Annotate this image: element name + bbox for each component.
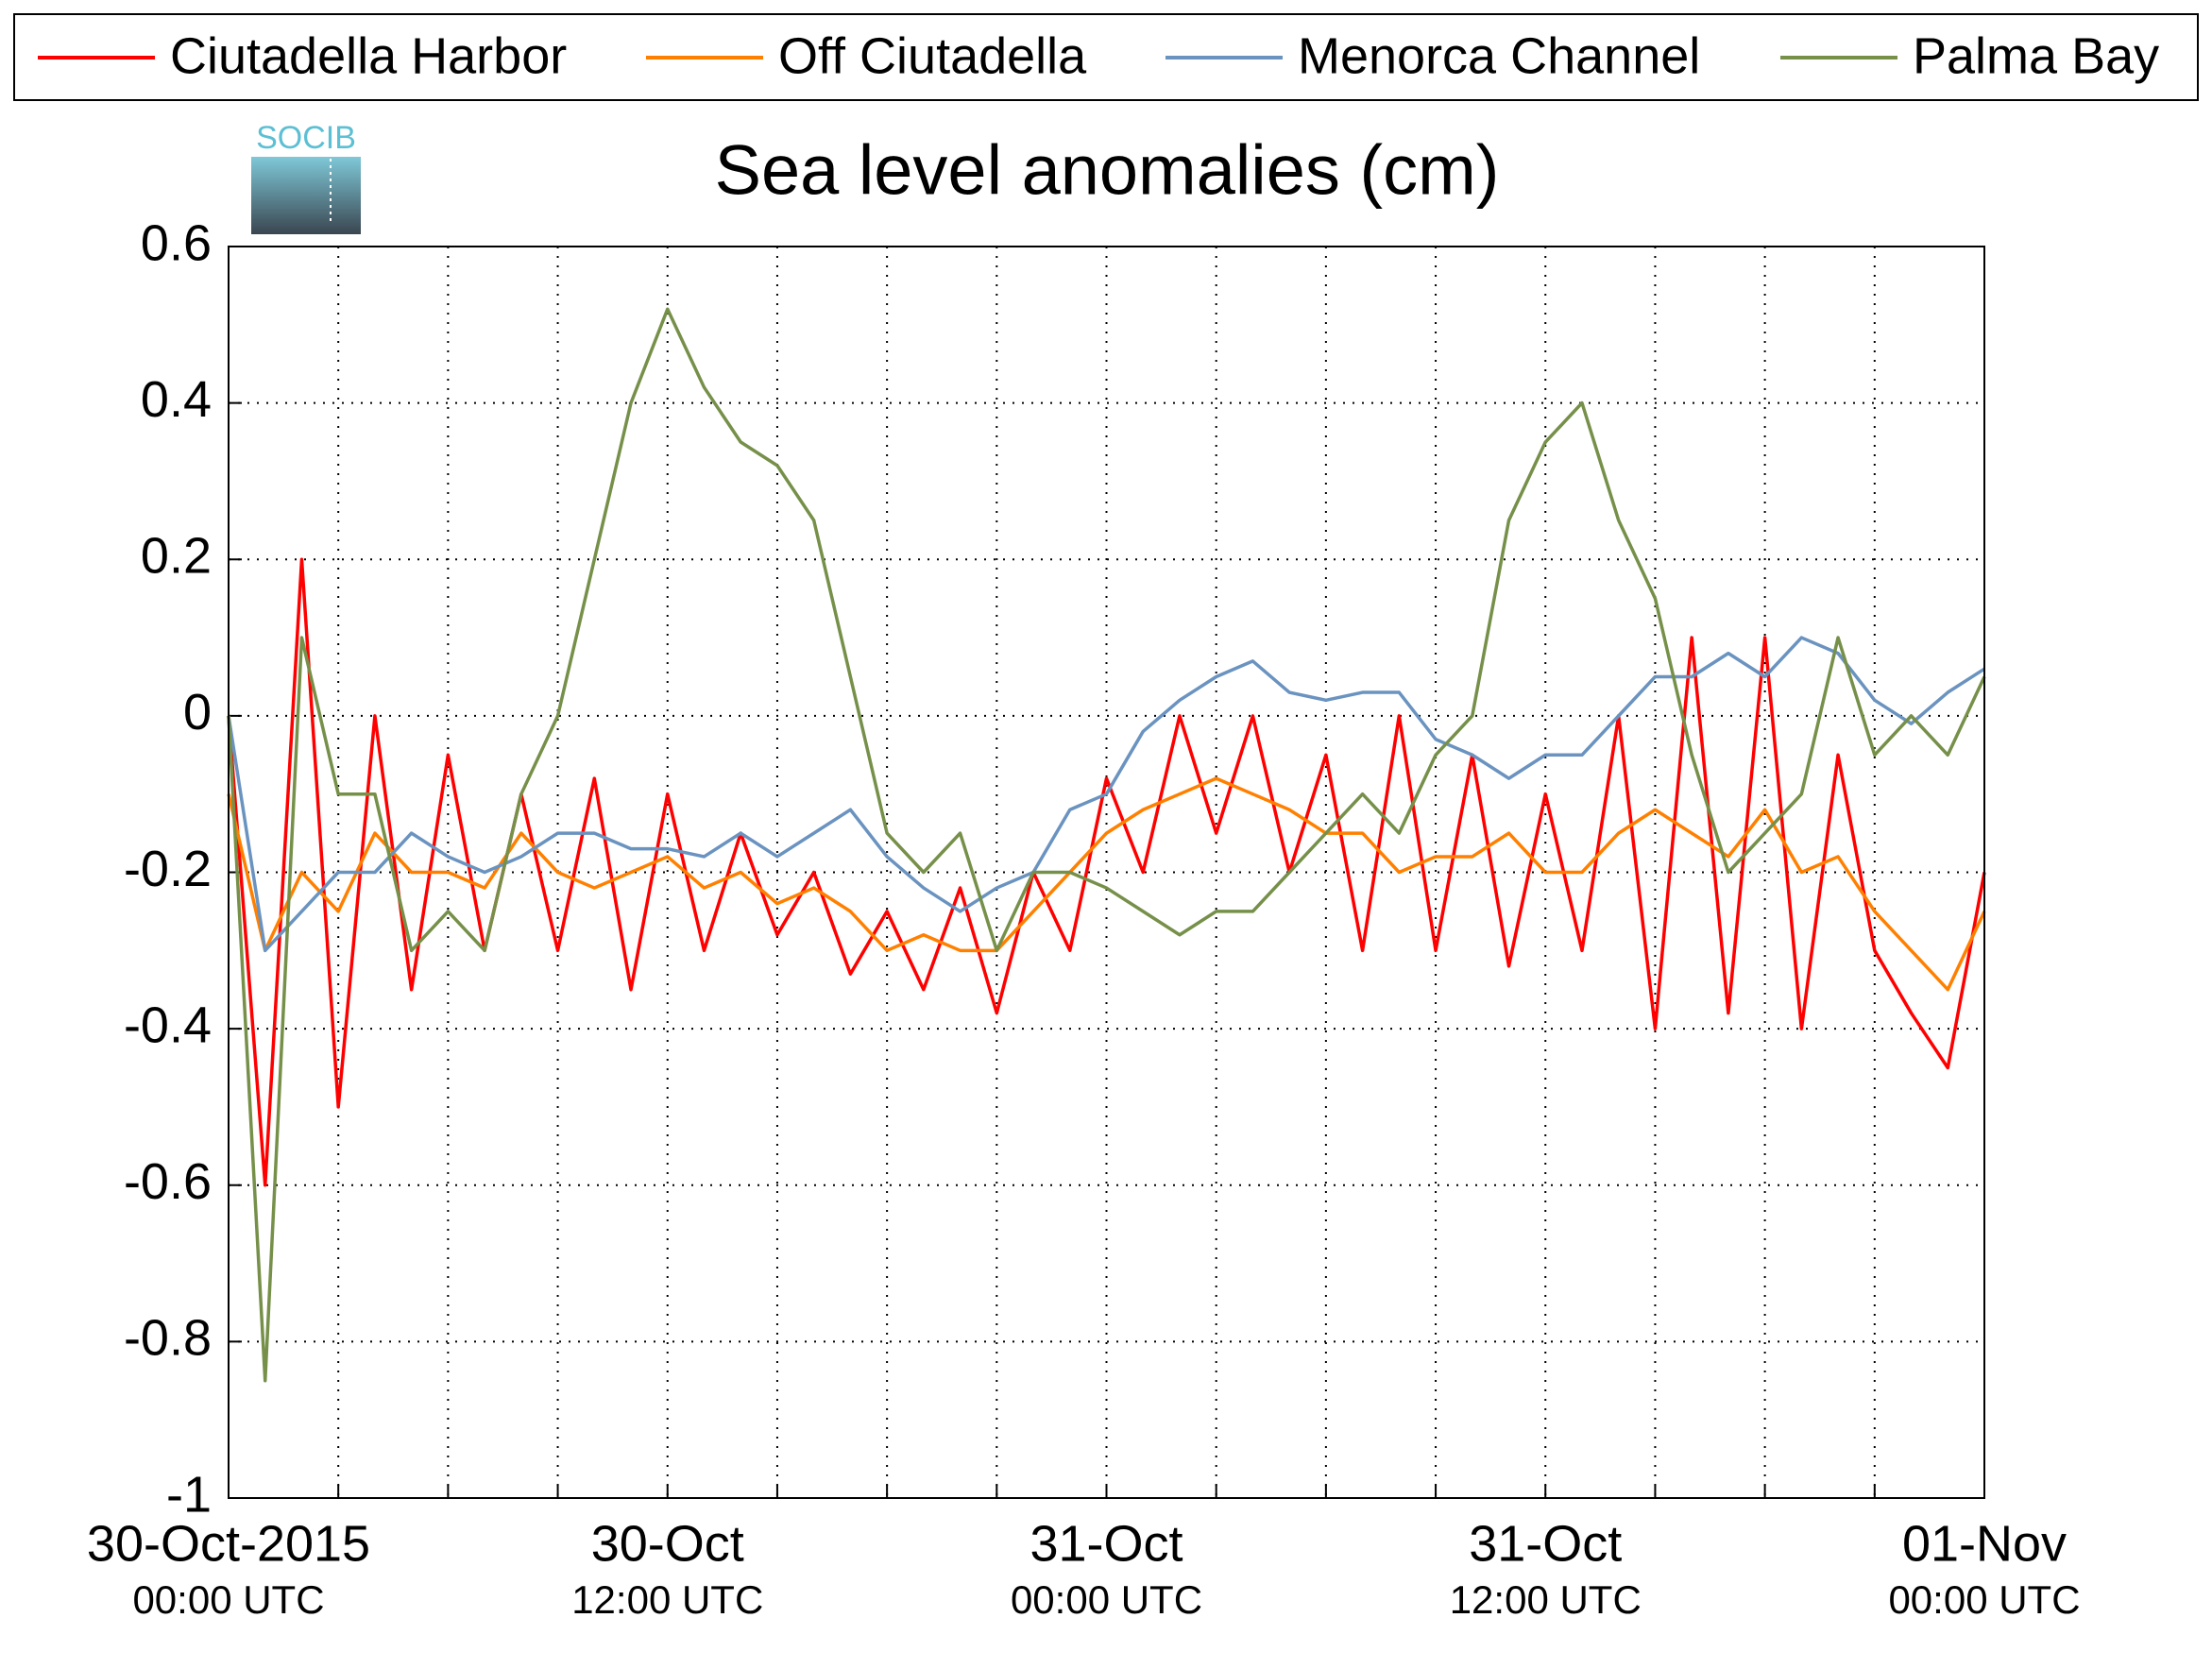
y-tick-label: -0.8 bbox=[124, 1310, 212, 1367]
legend-label: Palma Bay bbox=[1913, 27, 2159, 84]
y-tick-label: -0.6 bbox=[124, 1153, 212, 1210]
x-tick-sublabel: 00:00 UTC bbox=[1011, 1577, 1202, 1622]
y-tick-label: -0.4 bbox=[124, 996, 212, 1053]
x-tick-sublabel: 12:00 UTC bbox=[1450, 1577, 1642, 1622]
x-tick-sublabel: 00:00 UTC bbox=[132, 1577, 324, 1622]
logo-text: SOCIB bbox=[256, 120, 356, 156]
x-tick-label: 31-Oct bbox=[1029, 1515, 1183, 1572]
x-tick-sublabel: 12:00 UTC bbox=[571, 1577, 763, 1622]
y-tick-label: -0.2 bbox=[124, 841, 212, 897]
legend-label: Ciutadella Harbor bbox=[170, 27, 567, 84]
legend-label: Menorca Channel bbox=[1298, 27, 1700, 84]
x-tick-sublabel: 00:00 UTC bbox=[1888, 1577, 2080, 1622]
legend-label: Off Ciutadella bbox=[778, 27, 1087, 84]
y-tick-label: 0.4 bbox=[141, 371, 212, 428]
x-tick-label: 30-Oct bbox=[591, 1515, 744, 1572]
series-line bbox=[227, 776, 1986, 992]
x-tick-label: 01-Nov bbox=[1902, 1515, 2067, 1572]
y-tick-label: 0.6 bbox=[141, 214, 212, 271]
plot-frame bbox=[228, 246, 1985, 1499]
logo bbox=[251, 157, 361, 234]
y-tick-label: 0.2 bbox=[141, 528, 212, 585]
x-tick-label: 31-Oct bbox=[1469, 1515, 1622, 1572]
y-tick-label: -1 bbox=[166, 1466, 212, 1523]
chart-title: Sea level anomalies (cm) bbox=[715, 131, 1500, 210]
series-line bbox=[227, 307, 1986, 1383]
y-tick-label: 0 bbox=[183, 684, 212, 741]
series-line bbox=[227, 636, 1985, 953]
x-tick-label: 30-Oct-2015 bbox=[87, 1515, 370, 1572]
